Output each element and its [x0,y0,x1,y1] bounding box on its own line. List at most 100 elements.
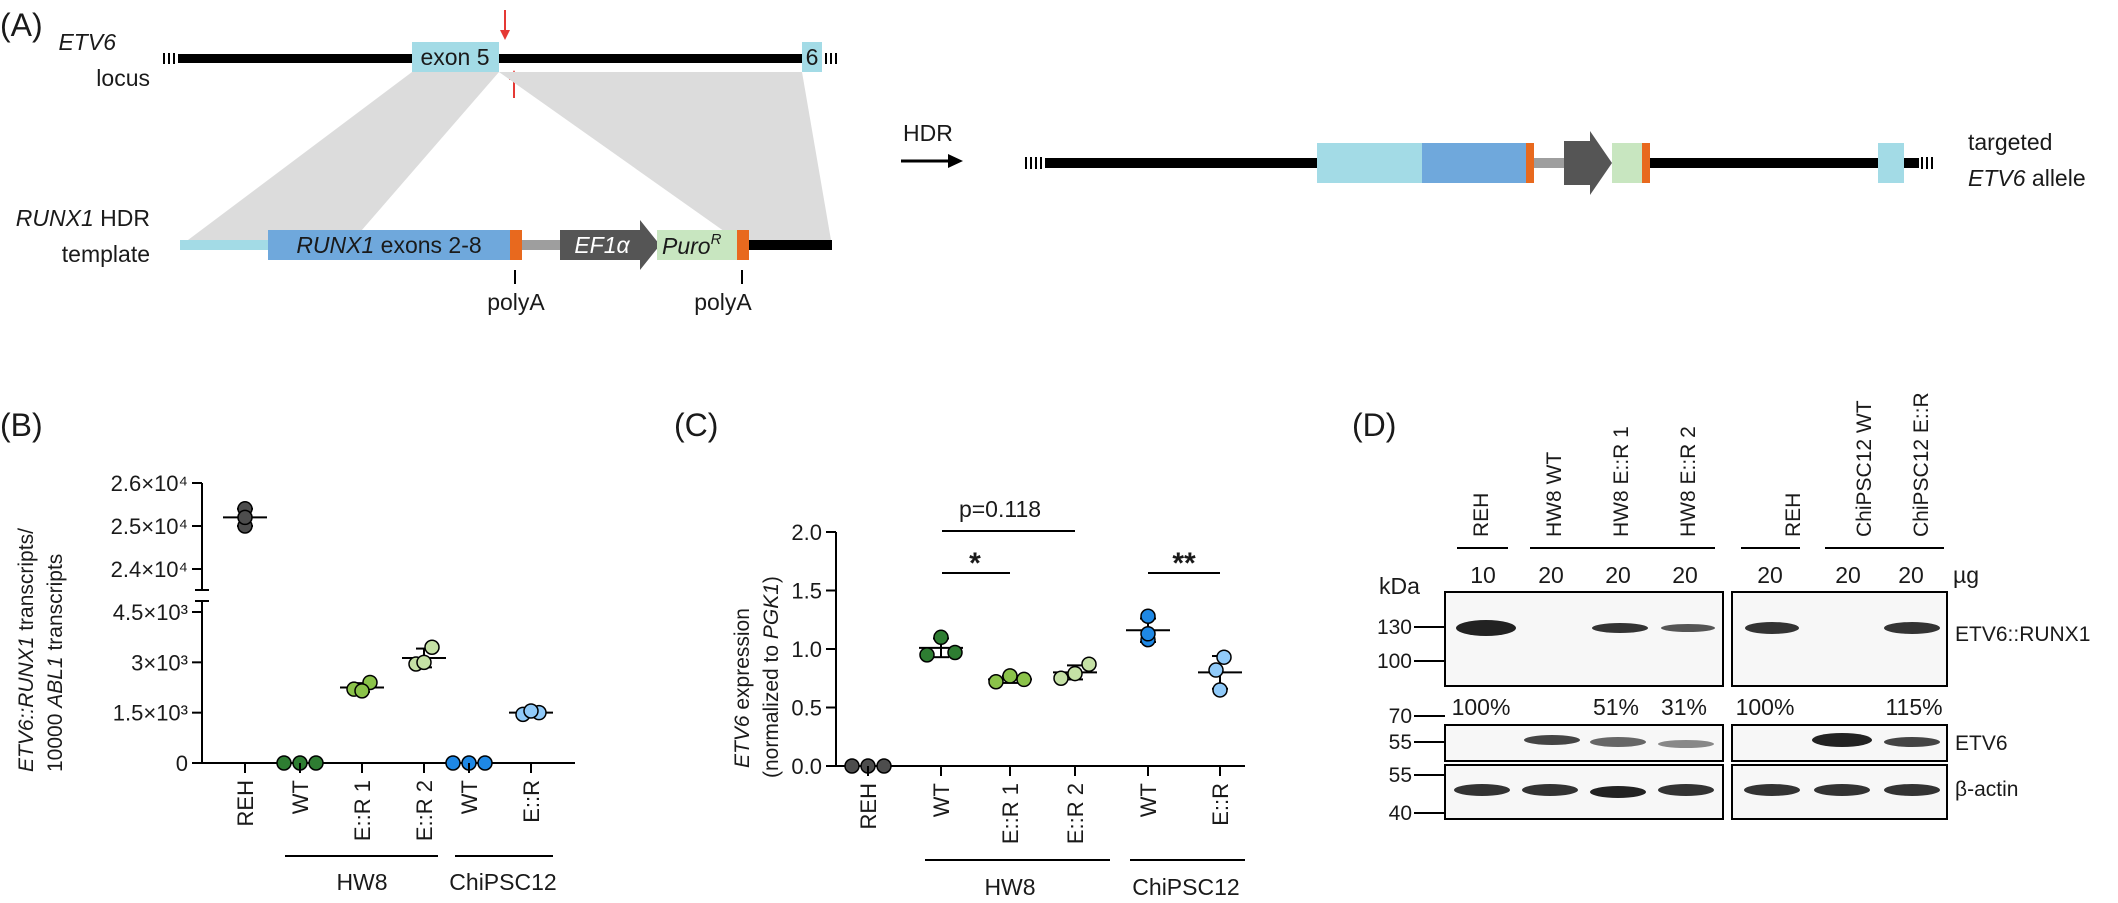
hdr-arrow [901,154,963,168]
lane-label-chipsc12-er: ChiPSC12 E::R [1910,392,1933,537]
pct-lane-3: 51% [1593,694,1639,720]
allele-line2: ETV6 allele [1968,165,2086,191]
template-left-arm [180,240,270,250]
pct-lane-4: 31% [1661,694,1707,720]
locus-line [163,53,837,64]
marker-40: 40 [1389,802,1412,825]
template-label: template [62,241,150,267]
panel-b-ytick-label: 4.5×10³ [113,600,188,625]
pct-lane-7: 115% [1885,694,1942,720]
panel-c-group-hw8: HW8 [984,874,1035,900]
panel-b-xtick-label: E::R 2 [412,780,437,841]
runx1-exons-box [268,230,510,260]
lane-label-chipsc12-wt: ChiPSC12 WT [1853,400,1876,537]
polya-2-box [737,230,749,260]
panel-c-point [1140,608,1156,624]
lane-label-reh-1: REH [1470,493,1493,537]
amount-lane-5: 20 [1757,562,1783,588]
panel-b-axes: 2.6×10⁴ 2.5×10⁴ 2.4×10⁴ 4.5×10³ 3×10³ 1.5×10³… [111,471,575,776]
template-linker [522,240,560,250]
panel-a: (A) ETV6 locus exon 5 6 RUNX1 HDR templa… [0,7,2086,315]
panel-c-xtick-label: WT [929,783,954,817]
amount-lane-1: 10 [1470,562,1496,588]
sig-p-value: p=0.118 [959,496,1041,522]
right-homology-shading [499,72,832,246]
panel-c: (C) ETV6 expression (normalized to PGK1)… [674,407,1245,900]
marker-55a: 55 [1389,731,1412,754]
panel-c-point [919,647,935,663]
amount-lane-6: 20 [1835,562,1861,588]
panel-c-point [844,758,860,774]
marker-55b: 55 [1389,764,1412,787]
lane-label-reh-2: REH [1782,493,1805,537]
panel-b-point [445,755,461,771]
marker-70: 70 [1389,705,1412,728]
panel-c-xtick-label: WT [1136,783,1161,817]
panel-c-point [1053,670,1069,686]
panel-c-ytick-label: 0.5 [791,696,822,721]
panel-c-label: (C) [674,407,718,443]
panel-b-ytick-label: 0 [176,751,188,776]
panel-c-point [933,629,949,646]
template-right-arm [749,240,832,250]
panel-b-ylabel-line2: 10000 ABL1 transcripts [44,554,67,772]
amount-lane-3: 20 [1605,562,1631,588]
panel-c-ylabel-line2: (normalized to PGK1) [760,576,783,778]
panel-c-xtick-label: E::R 1 [998,783,1023,844]
panel-b-ylabel-line1: ETV6::RUNX1 transcripts/ [15,528,38,772]
panel-b-group-chipsc12: ChiPSC12 [449,869,556,895]
row-label-beta-actin: β-actin [1955,778,2018,801]
panel-c-point [1140,626,1156,642]
hdr-label: HDR [903,120,953,146]
panel-b-xtick-label: WT [288,780,313,814]
row-label-etv6-runx1: ETV6::RUNX1 [1955,623,2090,646]
exon-6-box [802,42,822,72]
panel-c-group-chipsc12: ChiPSC12 [1132,874,1239,900]
exon-5-label: exon 5 [420,44,489,70]
polya-1-label: polyA [487,289,545,315]
puro-label: PuroR [662,231,722,259]
panel-b-xtick-label: E::R 1 [350,780,375,841]
panel-c-xtick-label: REH [856,783,881,829]
panel-c-point [988,674,1004,690]
puro-box [657,230,737,260]
amount-lane-2: 20 [1538,562,1564,588]
panel-c-point [1081,656,1097,672]
panel-b-xtick-label: E::R [519,780,544,823]
panel-c-marks [844,608,1242,774]
lane-label-hw8-er2: HW8 E::R 2 [1677,426,1700,537]
panel-c-axes: 0.0 0.5 1.0 1.5 2.0 [791,520,1245,779]
panel-b-marks [223,501,553,771]
panel-b-group-hw8: HW8 [336,869,387,895]
panel-b-xtick-label: REH [233,780,258,826]
polya-1-box [510,230,522,260]
panel-c-xtick-label: E::R [1208,783,1233,826]
panel-b-point [416,654,432,671]
panel-a-label: (A) [0,7,43,43]
marker-130: 130 [1377,616,1412,639]
exon-6-label: 6 [806,44,819,70]
panel-b-point [523,703,539,719]
panel-c-point [1208,662,1224,678]
panel-c-point [876,758,892,774]
panel-b-ytick-label: 2.4×10⁴ [111,557,188,582]
panel-b-ytick-label: 3×10³ [131,650,188,675]
panel-b-point [276,755,292,771]
panel-c-point [1216,649,1232,665]
runx1-exons-label: RUNX1 exons 2-8 [296,232,481,258]
sig-star-2: ** [1172,547,1196,580]
panel-c-point [1067,665,1083,682]
panel-b-ytick-label: 2.5×10⁴ [111,514,188,539]
blot-etv6-runx1 [1444,591,1948,687]
panel-b-ytick-label: 2.6×10⁴ [111,471,188,496]
amount-unit: µg [1953,562,1979,588]
pct-lane-1: 100% [1452,694,1511,720]
panel-c-ytick-label: 1.5 [791,579,822,604]
locus-gene-label: ETV6 [58,29,116,55]
panel-c-ylabel-line1: ETV6 expression [731,608,754,768]
lane-label-hw8-er1: HW8 E::R 1 [1610,426,1633,537]
locus-label: locus [96,65,150,91]
panel-b-label: (B) [0,407,43,443]
